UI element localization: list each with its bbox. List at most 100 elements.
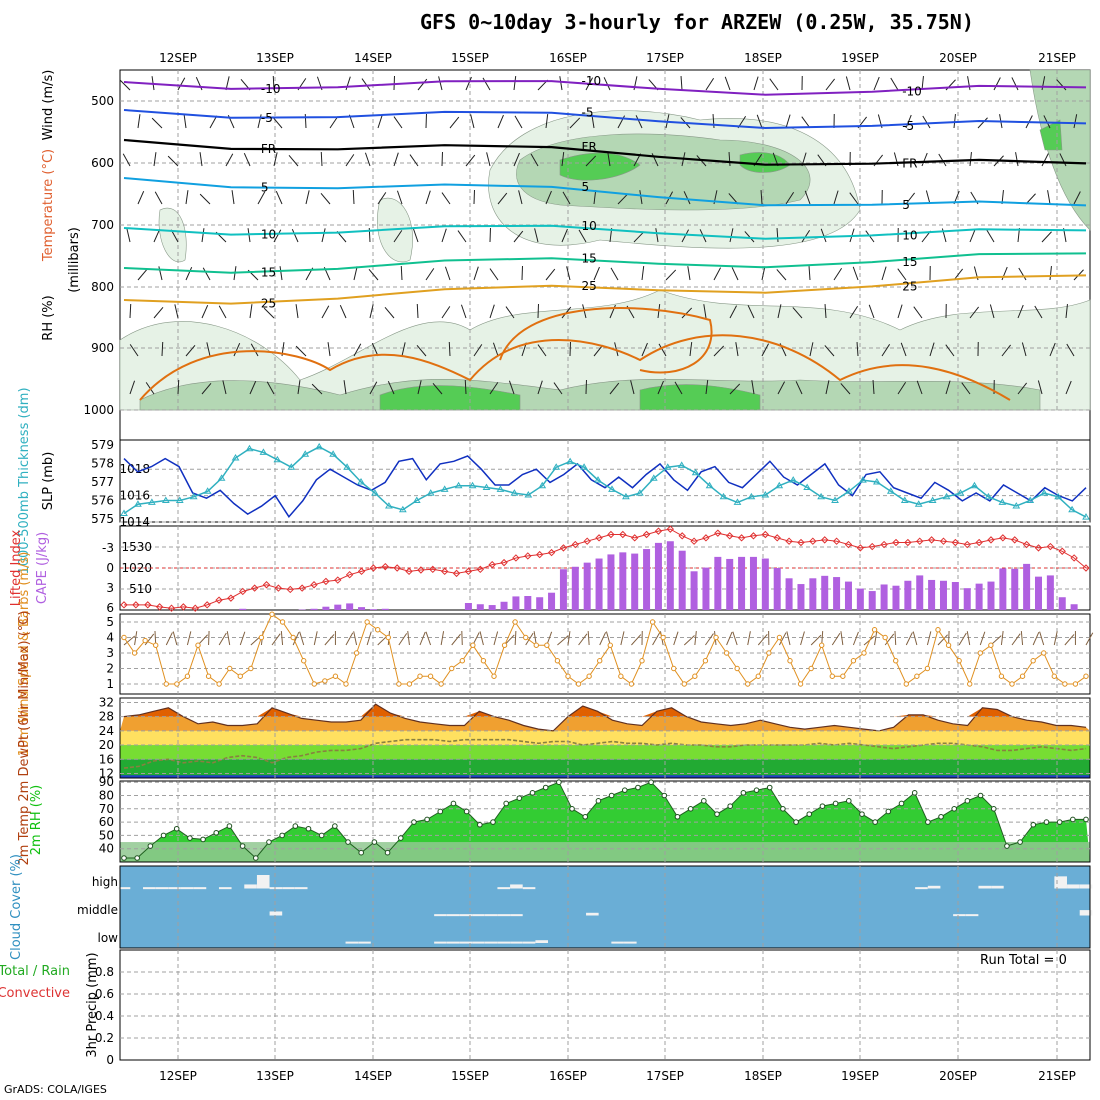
li-point [310, 581, 318, 589]
wind-barb [729, 383, 741, 395]
bottom-date-label: 15SEP [451, 1069, 489, 1083]
cape-bar [571, 566, 579, 610]
wind10-barb [479, 631, 484, 646]
wind-barb [1073, 191, 1081, 205]
li-point [1011, 536, 1019, 544]
wind-barb [153, 306, 164, 319]
rh2m-panel-frame [119, 780, 1091, 863]
pressure-tick-label: 1000 [83, 403, 114, 417]
cape-bar [678, 550, 686, 610]
rh2m-point [753, 787, 760, 793]
li-point [357, 567, 366, 576]
cape-bar [500, 601, 508, 610]
wind-barb [713, 267, 722, 281]
rh2m-point [911, 790, 918, 796]
thickness-point [287, 463, 296, 470]
cape-bar [702, 567, 710, 610]
wind10-point [766, 650, 772, 656]
rh-axis-label: RH (%) [41, 295, 56, 340]
li-point [951, 538, 960, 547]
thickness-point [663, 463, 672, 470]
li-point [250, 584, 259, 592]
wind10-barb [599, 632, 607, 646]
wind-barb [921, 76, 924, 91]
cape-bar [346, 603, 354, 610]
li-point [203, 601, 211, 609]
thickness-axis-label: 1000-500mb Thickness (dm) [17, 387, 32, 574]
wind-barb [665, 269, 677, 281]
wind-barb [513, 230, 524, 243]
wind-barb [449, 116, 460, 129]
cape-bar [999, 568, 1007, 610]
wind10-barb [239, 631, 246, 646]
thickness-point [580, 463, 588, 470]
wind-barb [747, 305, 755, 319]
wind-barb [849, 305, 859, 319]
bottom-date-label: 20SEP [939, 1069, 977, 1083]
cape-bar [951, 582, 959, 610]
wind-barb [460, 304, 467, 319]
rh2m-point [226, 823, 233, 829]
wind-barb [396, 190, 403, 205]
wind10-tick-label: 2 [106, 662, 114, 676]
wind10-point [755, 673, 761, 679]
wind10-barb [292, 632, 300, 646]
wind-barb [1018, 267, 1027, 281]
wind-barb [986, 229, 995, 243]
temp-tick-label: 32 [99, 695, 114, 709]
rh2m-point [279, 832, 285, 839]
wind-barb [639, 190, 643, 205]
li-point [381, 562, 389, 571]
cloud-middle-block [965, 914, 979, 917]
temp-line [123, 703, 1087, 732]
thickness-point [231, 453, 240, 461]
wind10-point [427, 673, 434, 679]
rh2m-point [925, 819, 931, 825]
wind-barb [177, 77, 186, 91]
wind-barb [273, 152, 278, 167]
wind-barb [801, 116, 811, 129]
wind-barb [416, 344, 427, 357]
cape-bar [476, 604, 484, 610]
cloud-high-block [294, 887, 308, 890]
pressure-tick-label: 600 [91, 156, 114, 170]
wind-barb [489, 382, 499, 395]
wind-barb [530, 153, 539, 167]
wind-barb [744, 231, 755, 243]
cloud-high-block [1054, 876, 1067, 889]
wind-barb [761, 266, 766, 281]
cloud-low-block [522, 941, 536, 944]
cloud-low-block [484, 941, 498, 944]
li-point [239, 587, 247, 596]
li-point [1082, 564, 1090, 572]
rh2m-point [239, 843, 246, 849]
wind10-point [945, 642, 952, 648]
li-point [737, 534, 746, 542]
li-point [524, 552, 532, 560]
rh2m-point [450, 800, 457, 807]
wind-barb [728, 151, 731, 167]
wind-barb [371, 343, 379, 357]
li-point [939, 537, 948, 545]
thickness-point [245, 444, 254, 452]
cloud-low-block [434, 941, 447, 944]
li-point [274, 584, 283, 592]
wind-barb [840, 383, 851, 395]
rh2m-point [266, 839, 272, 845]
wind-barb [368, 268, 379, 281]
temp-band [120, 730, 1090, 746]
li-line [124, 528, 1087, 609]
wind-barb [724, 76, 731, 91]
wind-barb [925, 190, 931, 205]
wind-barb [416, 303, 419, 319]
cape-bar [749, 556, 757, 610]
wind-barb [369, 381, 378, 395]
wind10-tick-label: 5 [106, 615, 114, 629]
thickness-point [719, 492, 728, 500]
wind10-point [903, 681, 909, 687]
wind-barb [808, 265, 811, 281]
wind10-tick-label: 1 [106, 677, 114, 691]
cape-bar [738, 556, 746, 610]
wind-barb [393, 116, 403, 129]
wind-barb [129, 380, 136, 395]
